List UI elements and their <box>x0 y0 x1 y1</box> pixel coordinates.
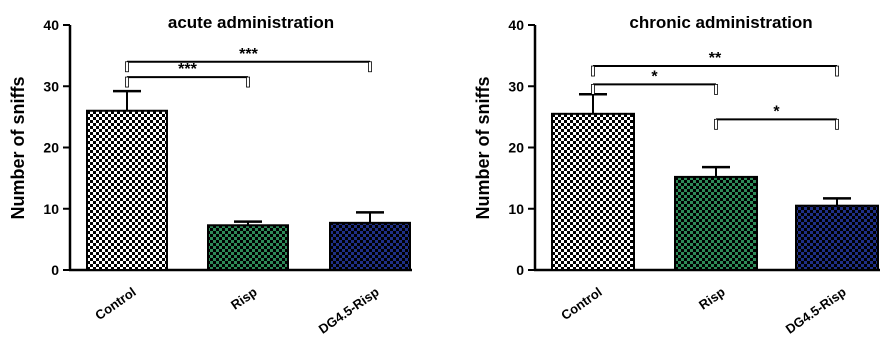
bar-1 <box>207 224 289 272</box>
chart-panel-0: acute administration Number of sniffs 0 10 2… <box>8 13 412 337</box>
y-axis-label: Number of sniffs <box>473 76 493 219</box>
y-tick-label: 40 <box>508 17 524 33</box>
bracket-end <box>125 61 129 73</box>
bar-1 <box>674 175 758 271</box>
y-tick-label: 20 <box>508 140 524 156</box>
significance-label: * <box>773 103 780 120</box>
bracket-end <box>835 118 839 130</box>
bracket-end <box>591 65 595 77</box>
bracket-end <box>246 76 250 88</box>
x-tick-label: DG4.5-Risp <box>316 284 382 337</box>
bracket-end <box>835 65 839 77</box>
bracket-end <box>714 118 718 130</box>
y-axis-label: Number of sniffs <box>8 76 28 219</box>
y-tick-label: 40 <box>43 17 59 33</box>
y-tick-label: 10 <box>508 201 524 217</box>
x-tick-label: Control <box>92 284 138 323</box>
bar-0 <box>551 112 635 271</box>
y-tick-label: 0 <box>51 262 59 278</box>
y-tick-label: 30 <box>508 78 524 94</box>
bracket-end <box>591 84 595 95</box>
bar-2 <box>329 221 411 271</box>
y-tick-label: 0 <box>516 262 524 278</box>
x-tick-label: Risp <box>696 284 728 312</box>
bracket-end <box>125 76 129 88</box>
x-tick-label: Risp <box>228 284 260 312</box>
chart-panel-1: chronic administration Number of sniffs 0 1… <box>473 13 880 337</box>
bracket-end <box>368 61 372 73</box>
y-tick-label: 30 <box>43 78 59 94</box>
bar-0 <box>86 109 168 271</box>
x-tick-label: Control <box>558 284 604 323</box>
significance-label: * <box>651 68 658 85</box>
bar-2 <box>795 204 879 271</box>
chart-title: acute administration <box>168 13 334 32</box>
significance-label: *** <box>178 61 197 78</box>
x-tick-label: DG4.5-Risp <box>783 284 849 337</box>
bracket-end <box>714 84 718 95</box>
significance-label: ** <box>709 50 722 67</box>
y-tick-label: 10 <box>43 201 59 217</box>
chart-title: chronic administration <box>629 13 812 32</box>
significance-label: *** <box>239 46 258 63</box>
y-tick-label: 20 <box>43 140 59 156</box>
